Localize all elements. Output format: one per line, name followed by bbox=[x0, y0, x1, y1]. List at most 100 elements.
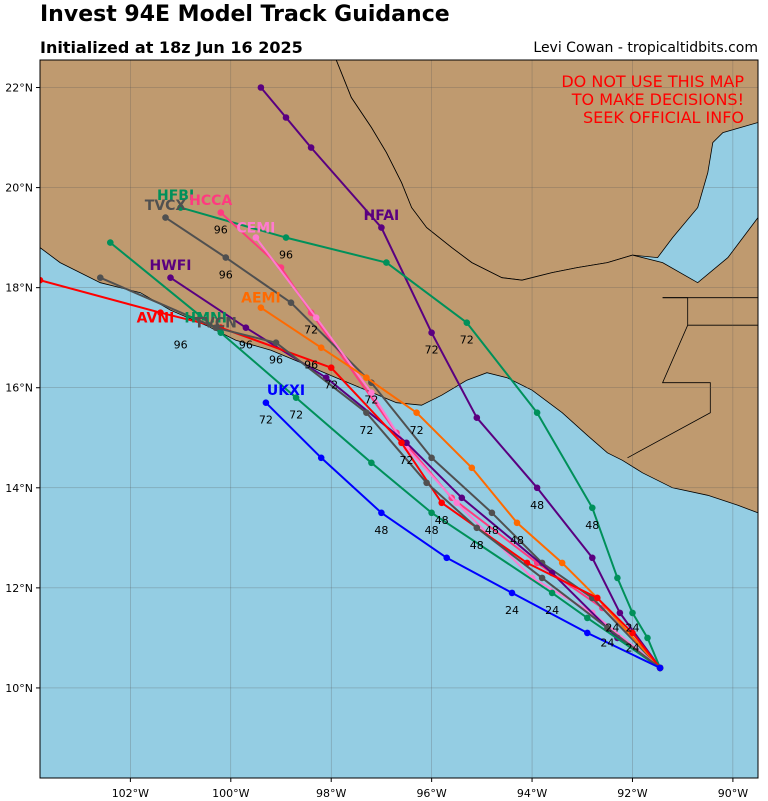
track-point-tvcn bbox=[423, 479, 430, 487]
track-point-hcca bbox=[217, 209, 225, 216]
forecast-hour-label: 72 bbox=[359, 424, 373, 437]
track-point-tvcx bbox=[162, 214, 169, 221]
forecast-hour-label: 72 bbox=[324, 379, 338, 392]
track-point-tvcn bbox=[363, 409, 370, 417]
warning-text-line: TO MAKE DECISIONS! bbox=[571, 90, 744, 109]
track-point-hfbi bbox=[614, 574, 621, 582]
track-point-tvcn bbox=[538, 574, 546, 582]
model-label-hmni: HMNI bbox=[184, 311, 227, 327]
track-point-hwfi bbox=[403, 439, 410, 447]
map-frame bbox=[39, 59, 759, 779]
forecast-hour-label: 96 bbox=[239, 339, 253, 352]
track-point-tvcn bbox=[212, 324, 219, 332]
model-label-aemi: AEMI bbox=[241, 291, 281, 307]
lon-tick-label: 102°W bbox=[112, 787, 149, 800]
track-point-ukxi bbox=[443, 554, 451, 562]
forecast-hour-label: 48 bbox=[585, 519, 599, 532]
track-point-cemi bbox=[312, 314, 320, 322]
track-point-ukxi bbox=[584, 629, 591, 637]
model-label-hcca: HCCA bbox=[189, 193, 232, 209]
forecast-hour-label: 72 bbox=[364, 394, 378, 407]
track-hmni bbox=[109, 241, 661, 669]
track-point-tvcx bbox=[287, 299, 295, 307]
track-point-aemi bbox=[317, 344, 325, 352]
tracks-layer bbox=[40, 84, 664, 672]
track-point-hfai bbox=[616, 609, 624, 617]
forecast-hour-label: 24 bbox=[605, 621, 619, 634]
land-layer bbox=[40, 60, 758, 514]
track-point-hmni bbox=[584, 614, 591, 622]
lat-tick-label: 16°N bbox=[5, 382, 33, 395]
track-point-avni bbox=[327, 364, 335, 372]
forecast-hour-label: 24 bbox=[626, 641, 640, 654]
model-label-ukxi: UKXI bbox=[267, 383, 305, 399]
forecast-hour-label: 96 bbox=[279, 249, 293, 262]
forecast-hour-label: 48 bbox=[435, 514, 449, 527]
forecast-hour-label: 96 bbox=[174, 339, 188, 352]
credit-text: Levi Cowan - tropicaltidbits.com bbox=[533, 40, 758, 56]
warning-text-line: DO NOT USE THIS MAP bbox=[561, 72, 744, 91]
track-point-hmni bbox=[428, 509, 435, 517]
track-point-hmni bbox=[292, 394, 300, 402]
track-point-ukxi bbox=[262, 399, 270, 407]
forecast-hour-label: 96 bbox=[269, 354, 283, 367]
lon-tick-label: 94°W bbox=[517, 787, 547, 800]
track-point-hfbi bbox=[629, 609, 636, 617]
forecast-hour-label: 48 bbox=[485, 524, 499, 537]
track-point-hfbi bbox=[589, 504, 596, 512]
axis-ticks: 102°W 100°W 98°W 96°W 94°W 92°W 90°W 10°N 12°N 14… bbox=[5, 82, 748, 800]
lon-tick-label: 100°W bbox=[212, 787, 249, 800]
grid-layer bbox=[40, 60, 758, 778]
track-point-tvcx bbox=[488, 509, 496, 517]
model-label-hfai: HFAI bbox=[364, 208, 400, 224]
forecast-hour-label: 48 bbox=[530, 499, 544, 512]
track-point-hmni bbox=[107, 239, 114, 246]
track-point-ukxi bbox=[508, 589, 516, 597]
forecast-hour-label: 96 bbox=[304, 359, 318, 372]
forecast-hour-label: 72 bbox=[410, 424, 424, 437]
track-point-aemi bbox=[513, 519, 521, 527]
track-point-tvcn bbox=[604, 624, 611, 632]
page-title: Invest 94E Model Track Guidance bbox=[40, 2, 450, 27]
track-point-ukxi bbox=[656, 664, 664, 672]
model-label-hwfi: HWFI bbox=[150, 258, 192, 274]
track-point-hfai bbox=[533, 484, 541, 492]
land-mass bbox=[40, 60, 758, 514]
track-point-avni bbox=[40, 276, 44, 284]
track-point-hfai bbox=[282, 114, 290, 121]
forecast-hour-label: 24 bbox=[545, 604, 559, 617]
forecast-hour-label: 72 bbox=[259, 414, 273, 427]
forecast-hour-label: 96 bbox=[219, 269, 233, 282]
forecast-hour-label: 24 bbox=[505, 604, 519, 617]
track-point-tvcx bbox=[222, 254, 230, 261]
track-point-aemi bbox=[558, 559, 566, 567]
track-point-hfbi bbox=[644, 634, 651, 642]
model-label-cemi: CEMI bbox=[236, 221, 275, 237]
track-point-hfbi bbox=[383, 259, 390, 266]
track-point-hfai bbox=[473, 414, 481, 422]
forecast-hour-label: 72 bbox=[400, 454, 414, 467]
track-point-hwfi bbox=[167, 274, 174, 282]
track-point-hfbi bbox=[177, 204, 184, 211]
track-cemi bbox=[255, 236, 661, 669]
track-point-hfai bbox=[257, 84, 265, 91]
lon-tick-label: 90°W bbox=[718, 787, 748, 800]
forecast-hour-label: 48 bbox=[425, 524, 439, 537]
track-point-aemi bbox=[257, 304, 265, 312]
track-point-hfai bbox=[589, 554, 596, 562]
track-point-avni bbox=[594, 594, 601, 602]
hour-labels-layer: 24 48 72 24 48 72 96 72 96 48 72 96 72 96 48 72 96 24 48 72… bbox=[174, 224, 640, 655]
track-point-avni bbox=[157, 309, 164, 317]
track-point-ukxi bbox=[378, 509, 385, 517]
lon-tick-label: 98°W bbox=[316, 787, 346, 800]
forecast-hour-label: 72 bbox=[289, 409, 303, 422]
track-point-tvcn bbox=[272, 339, 280, 347]
track-point-avni bbox=[629, 629, 636, 637]
track-point-aemi bbox=[468, 464, 476, 472]
forecast-hour-label: 48 bbox=[470, 539, 484, 552]
track-point-hmni bbox=[217, 329, 225, 337]
track-point-hfbi bbox=[533, 409, 541, 417]
track-point-tvcx bbox=[538, 559, 546, 567]
